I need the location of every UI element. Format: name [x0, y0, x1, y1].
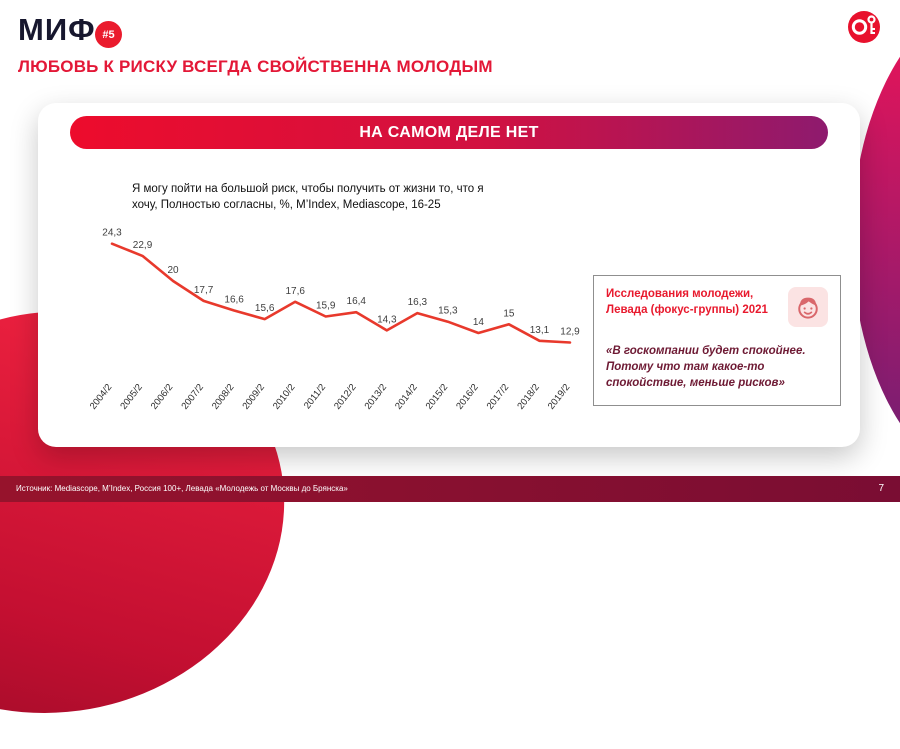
svg-text:2008/2: 2008/2	[210, 382, 237, 412]
risk-line-chart: 24,3 2004/2 22,9 2005/2 20 2006/2 17,7 2007/2 16…	[88, 228, 580, 412]
svg-text:13,1: 13,1	[530, 325, 550, 336]
svg-text:16,4: 16,4	[347, 296, 367, 307]
svg-text:14: 14	[473, 317, 485, 328]
svg-text:2017/2: 2017/2	[485, 382, 512, 412]
content-card: НА САМОМ ДЕЛЕ НЕТ Я могу пойти на большо…	[38, 103, 860, 447]
svg-text:2007/2: 2007/2	[179, 382, 206, 412]
svg-text:2015/2: 2015/2	[424, 382, 451, 412]
focus-group-quote: «В госкомпании будет спокойнее. Потому ч…	[606, 345, 806, 390]
svg-text:2018/2: 2018/2	[515, 382, 542, 412]
statement-banner: НА САМОМ ДЕЛЕ НЕТ	[70, 116, 828, 149]
research-reference-header: Исследования молодежи, Левада (фокус-гру…	[606, 287, 828, 327]
svg-text:15,9: 15,9	[316, 301, 336, 312]
svg-text:2009/2: 2009/2	[240, 382, 267, 412]
svg-text:14,3: 14,3	[377, 314, 397, 325]
svg-text:16,3: 16,3	[408, 297, 428, 308]
slide-subtitle: ЛЮБОВЬ К РИСКУ ВСЕГДА СВОЙСТВЕННА МОЛОДЫ…	[18, 57, 493, 76]
research-reference-panel: Исследования молодежи, Левада (фокус-гру…	[593, 275, 841, 407]
chart-title: Я могу пойти на большой риск, чтобы полу…	[132, 183, 484, 212]
svg-text:20: 20	[168, 265, 180, 276]
svg-text:2014/2: 2014/2	[393, 382, 420, 412]
svg-text:2016/2: 2016/2	[454, 382, 481, 412]
svg-text:15: 15	[503, 308, 515, 319]
slide-title: МИФ	[18, 12, 96, 47]
svg-text:2006/2: 2006/2	[149, 382, 176, 412]
research-reference-title: Исследования молодежи, Левада (фокус-гру…	[606, 288, 768, 316]
myth-number-badge: #5	[95, 21, 122, 48]
svg-text:17,7: 17,7	[194, 285, 214, 296]
svg-text:24,3: 24,3	[102, 228, 122, 239]
omd-logo-icon	[844, 4, 888, 48]
svg-text:2005/2: 2005/2	[118, 382, 145, 412]
source-note: Источник: Mediascope, M’Index, Россия 10…	[16, 484, 348, 493]
svg-text:16,6: 16,6	[224, 295, 244, 306]
svg-text:2004/2: 2004/2	[88, 382, 115, 412]
svg-text:22,9: 22,9	[133, 240, 153, 251]
face-icon	[788, 287, 828, 327]
svg-text:2012/2: 2012/2	[332, 382, 359, 412]
svg-text:2010/2: 2010/2	[271, 382, 298, 412]
svg-text:15,3: 15,3	[438, 306, 458, 317]
svg-text:15,6: 15,6	[255, 303, 275, 314]
page-number: 7	[878, 483, 884, 494]
svg-text:12,9: 12,9	[560, 327, 580, 338]
svg-text:2019/2: 2019/2	[546, 382, 573, 412]
svg-text:17,6: 17,6	[285, 286, 305, 297]
footer-bar: Источник: Mediascope, M’Index, Россия 10…	[0, 476, 900, 502]
svg-text:2011/2: 2011/2	[302, 382, 328, 411]
svg-text:2013/2: 2013/2	[363, 382, 390, 412]
